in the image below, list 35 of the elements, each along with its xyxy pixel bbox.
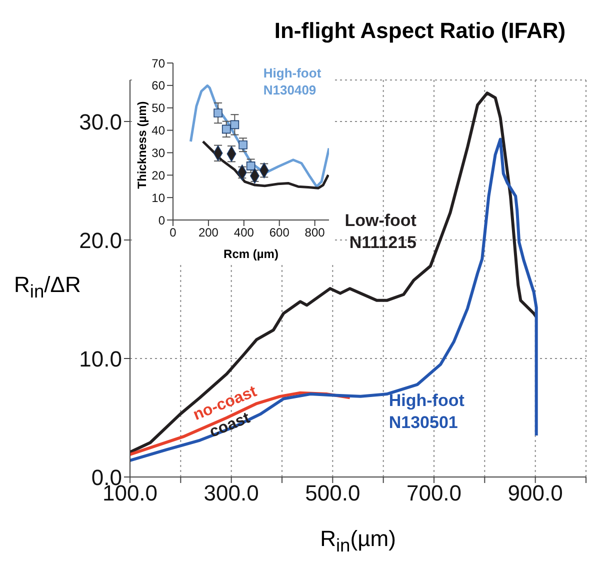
y-tick-label: 50: [152, 101, 166, 116]
point: [214, 108, 222, 118]
y-tick-label: 20: [152, 168, 166, 182]
line-series: [189, 84, 329, 188]
x-axis-title: R$_{in}$(µm): [320, 526, 396, 556]
x-tick-label: 0: [170, 226, 177, 240]
x-tick-label: 900.0: [508, 480, 563, 506]
chart-title: In-flight Aspect Ratio (IFAR): [274, 18, 566, 43]
x-tick-label: 600: [269, 226, 290, 240]
x-tick-label: 300.0: [204, 480, 259, 506]
series-label: Low-foot N111215: [344, 211, 417, 252]
x-tick-label: 800: [304, 226, 326, 240]
y-tick-label: 20.0: [79, 228, 122, 253]
y-tick-label: 10.0: [79, 346, 122, 372]
x-tick-label: 500.0: [305, 480, 360, 506]
y-tick-label: 30: [152, 146, 166, 160]
text: High-foot N130409: [263, 66, 322, 98]
y-tick-label: 0: [158, 213, 166, 228]
series-label: High-foot N130501: [388, 391, 465, 432]
y-tick-label: 10: [152, 190, 166, 205]
x-tick-label: 700.0: [406, 480, 462, 506]
point: [230, 120, 240, 130]
y-axis-title: Thickness (µm): [135, 101, 149, 189]
point: [222, 124, 231, 134]
point: [238, 140, 248, 150]
point: [246, 162, 256, 170]
y-axis-title: R$_{in}$/ΔR: [14, 272, 81, 302]
line-series: [202, 140, 329, 190]
x-tick-label: 200: [198, 226, 219, 240]
x-tick-label: 400: [234, 226, 254, 240]
y-tick-label: 30.0: [79, 109, 122, 134]
y-tick-label: 70: [152, 56, 166, 70]
y-tick-label: 60: [152, 78, 166, 93]
x-axis-title: Rcm (µm): [224, 247, 278, 261]
y-tick-label: 40: [152, 124, 166, 138]
